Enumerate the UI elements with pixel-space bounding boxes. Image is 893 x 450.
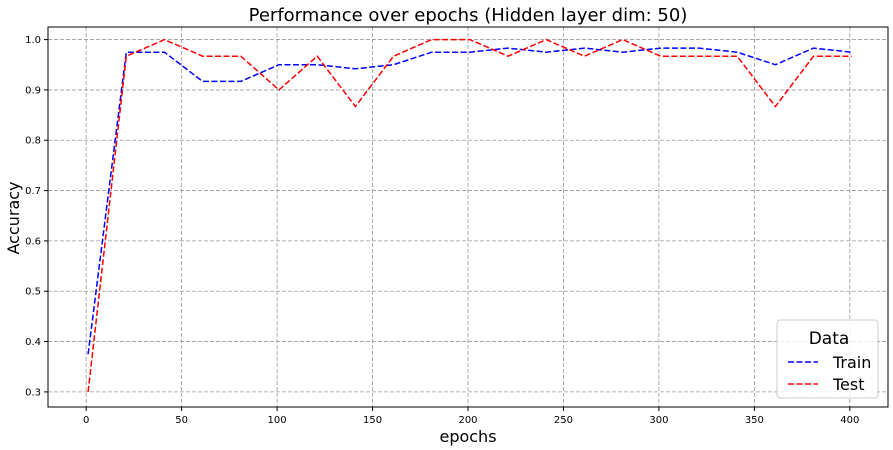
legend-label-train: Train — [832, 353, 871, 372]
x-tick-label: 400 — [840, 415, 859, 426]
x-tick-label: 300 — [649, 415, 668, 426]
legend: Data Train Test — [776, 319, 879, 399]
y-axis: 0.3 0.4 0.5 0.6 0.7 0.8 0.9 1.0 — [25, 35, 48, 398]
y-tick-label: 0.3 — [25, 387, 41, 398]
legend-box — [776, 319, 879, 399]
y-tick-label: 0.4 — [25, 337, 41, 348]
y-axis-title: Accuracy — [4, 181, 23, 254]
y-tick-label: 0.9 — [25, 85, 41, 96]
series-line-train — [87, 47, 852, 355]
x-tick-label: 0 — [83, 415, 89, 426]
y-tick-label: 0.8 — [25, 136, 41, 147]
grid-lines — [48, 27, 888, 407]
legend-title: Data — [809, 329, 850, 349]
chart-title: Performance over epochs (Hidden layer di… — [249, 5, 688, 26]
legend-label-test: Test — [832, 375, 865, 394]
x-tick-label: 250 — [554, 415, 573, 426]
x-axis-title: epochs — [439, 427, 496, 446]
series-lines — [87, 38, 852, 392]
x-axis: 0 50 100 150 200 250 300 350 400 — [83, 407, 859, 426]
y-tick-label: 0.5 — [25, 287, 41, 298]
y-tick-label: 0.7 — [25, 186, 41, 197]
x-tick-label: 350 — [745, 415, 764, 426]
y-tick-label: 0.6 — [25, 236, 41, 247]
series-line-test — [87, 38, 852, 392]
x-tick-label: 150 — [363, 415, 382, 426]
y-tick-label: 1.0 — [25, 35, 41, 46]
legend-items: Train Test — [788, 353, 871, 394]
x-tick-label: 50 — [175, 415, 188, 426]
x-tick-label: 200 — [458, 415, 477, 426]
x-tick-label: 100 — [268, 415, 287, 426]
